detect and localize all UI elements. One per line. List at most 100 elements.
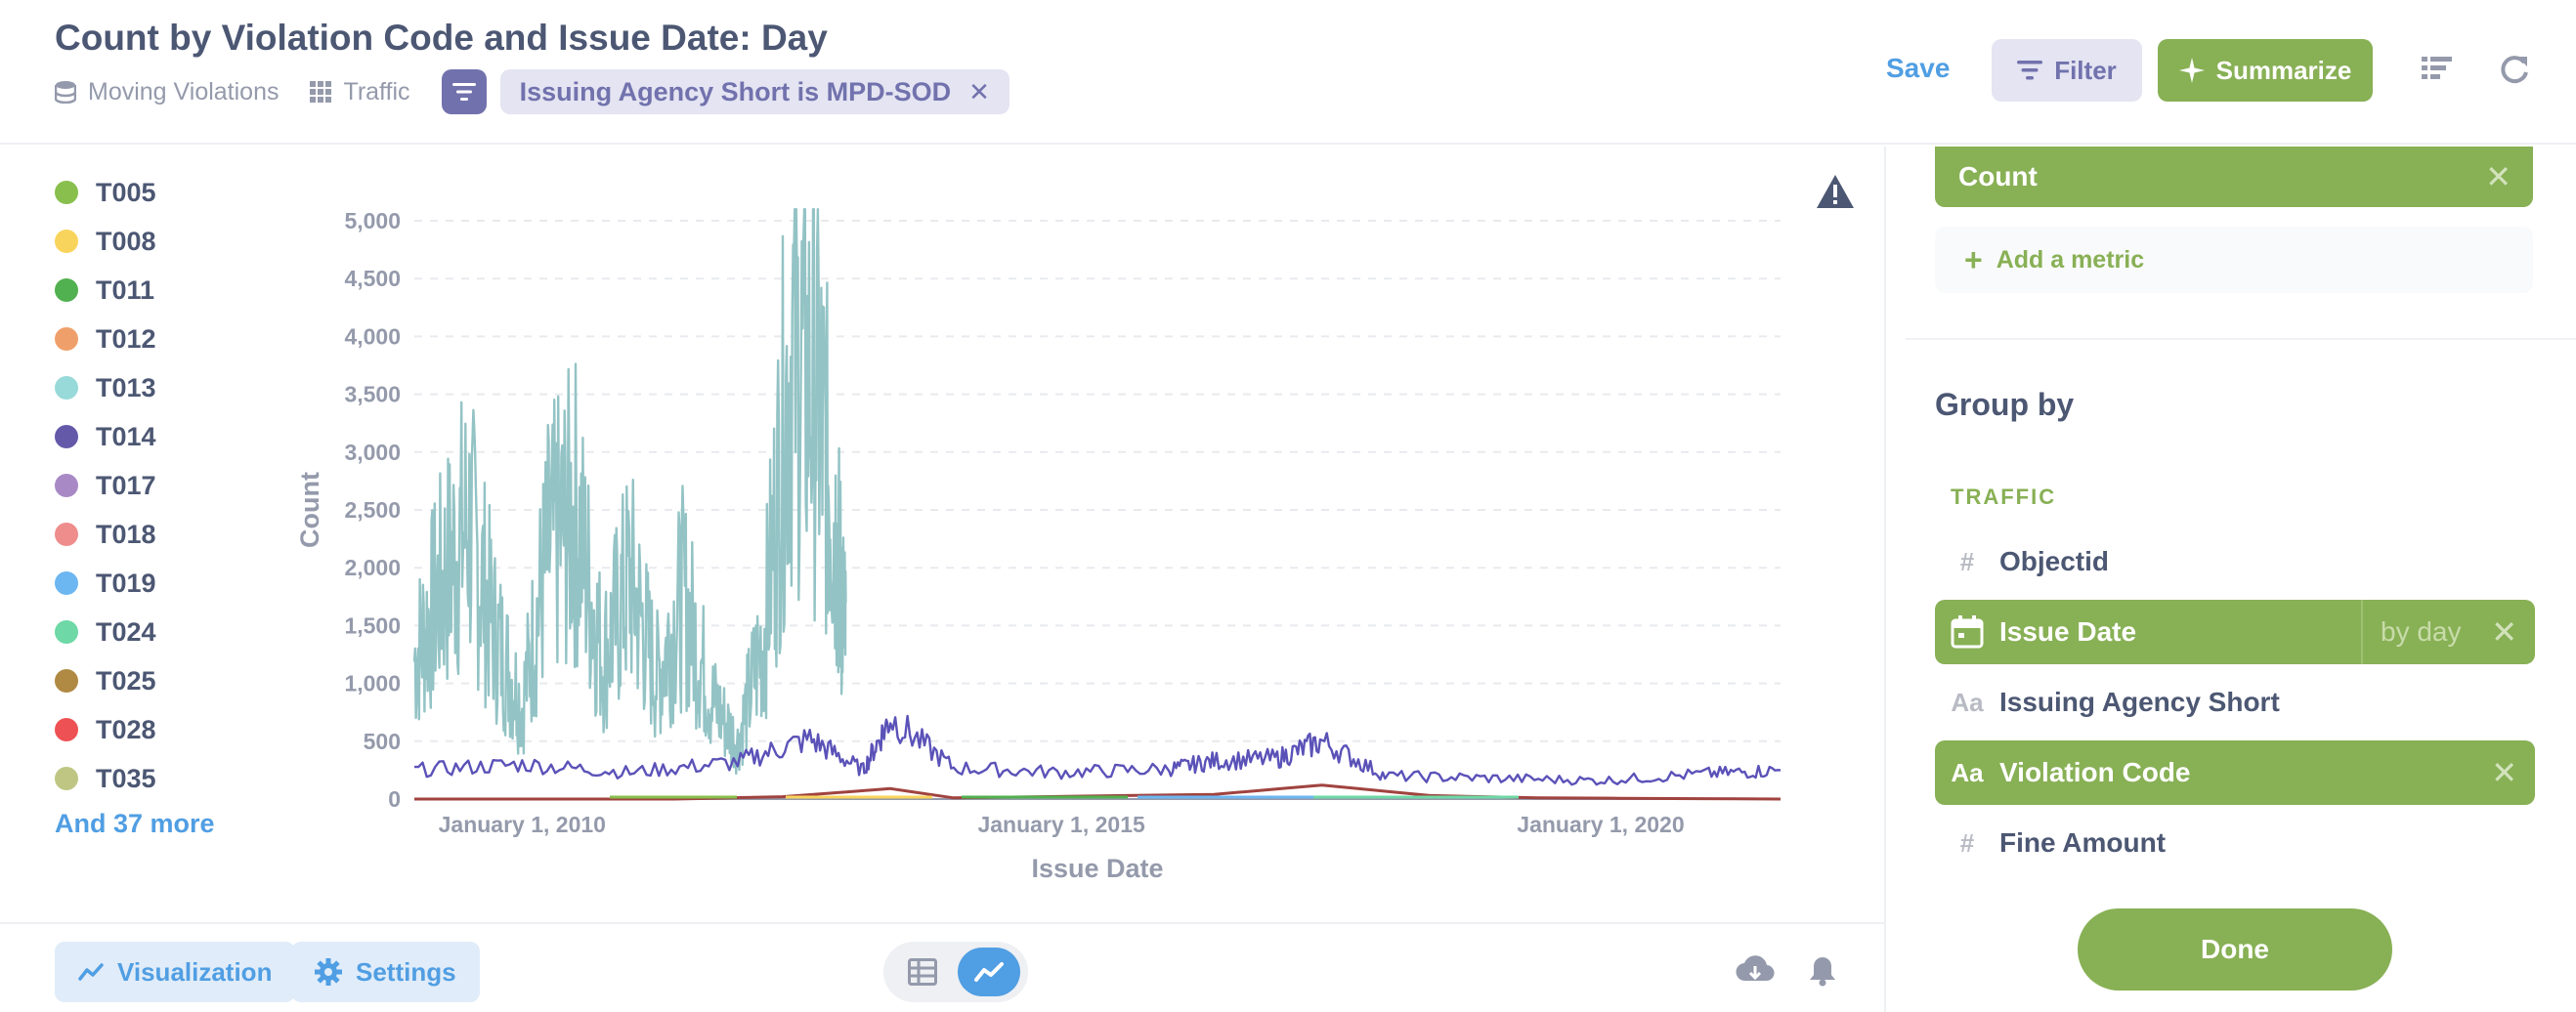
filter-button[interactable]: Filter [1992, 39, 2142, 102]
summarize-button[interactable]: Summarize [2158, 39, 2373, 102]
legend-label: T035 [96, 763, 156, 793]
download-icon[interactable] [1736, 955, 1775, 987]
filter-toggle-button[interactable] [441, 69, 487, 114]
settings-button[interactable]: Settings [291, 942, 480, 1002]
table-view-toggle[interactable] [891, 948, 954, 996]
view-toggle [883, 942, 1028, 1002]
close-icon[interactable]: ✕ [2491, 614, 2517, 650]
metric-label: Count [1958, 161, 2038, 191]
filter-icon [451, 83, 476, 101]
date-bucket-selector[interactable]: by day [2361, 600, 2462, 664]
legend-label: T024 [96, 616, 156, 647]
breadcrumb: Moving Violations Traffic Issuing Agency… [55, 68, 1009, 115]
legend-item[interactable]: T008 [55, 217, 215, 266]
legend-dot [55, 181, 78, 204]
database-icon [55, 81, 76, 104]
breadcrumb-database-label: Moving Violations [88, 77, 279, 105]
legend-item[interactable]: T013 [55, 363, 215, 412]
warning-icon[interactable] [1816, 174, 1855, 209]
x-tick-label: January 1, 2015 [977, 812, 1145, 837]
legend-label: T005 [96, 177, 156, 207]
dimension-label: Violation Code [1999, 757, 2191, 787]
visualization-button[interactable]: Visualization [55, 942, 296, 1002]
refresh-icon[interactable] [2498, 53, 2531, 86]
legend-dot [55, 278, 78, 302]
breadcrumb-table[interactable]: Traffic [310, 77, 410, 106]
legend-dot [55, 425, 78, 448]
x-tick-label: January 1, 2020 [1517, 812, 1684, 837]
metric-count-pill[interactable]: Count ✕ [1935, 147, 2533, 207]
y-tick-label: 1,500 [344, 612, 401, 638]
divider [1906, 338, 2576, 340]
legend-dot [55, 376, 78, 400]
y-tick-label: 4,500 [344, 266, 401, 291]
line-chart-icon [974, 962, 1004, 982]
y-tick-label: 0 [388, 786, 401, 812]
legend-dot [55, 327, 78, 351]
y-tick-label: 3,000 [344, 440, 401, 465]
y-tick-label: 2,000 [344, 555, 401, 580]
filter-pill[interactable]: Issuing Agency Short is MPD-SOD ✕ [499, 69, 1009, 114]
legend-item[interactable]: T018 [55, 510, 215, 559]
done-button[interactable]: Done [2078, 908, 2392, 991]
legend-label: T018 [96, 519, 156, 549]
legend-label: T019 [96, 568, 156, 598]
legend-item[interactable]: T019 [55, 559, 215, 608]
breadcrumb-database[interactable]: Moving Violations [55, 78, 279, 106]
legend-item[interactable]: T011 [55, 266, 215, 315]
legend-label: T011 [96, 274, 155, 305]
visualization-button-label: Visualization [117, 956, 273, 987]
page-title: Count by Violation Code and Issue Date: … [55, 18, 828, 58]
dimension-issuing-agency-short[interactable]: Aa Issuing Agency Short [1935, 670, 2535, 735]
close-icon[interactable]: ✕ [2491, 755, 2517, 790]
legend-item[interactable]: T017 [55, 461, 215, 510]
summarize-button-label: Summarize [2215, 55, 2352, 85]
legend-label: T012 [96, 323, 156, 354]
legend-more-link[interactable]: And 37 more [55, 809, 215, 838]
add-metric-button[interactable]: + Add a metric [1935, 227, 2533, 293]
legend-dot [55, 620, 78, 644]
legend-dot [55, 523, 78, 546]
legend-label: T014 [96, 421, 156, 451]
series-line-t013 [412, 207, 847, 776]
legend-dot [55, 669, 78, 693]
filter-button-label: Filter [2054, 55, 2117, 85]
legend-item[interactable]: T028 [55, 705, 215, 754]
chart-area: T005 T008 T011 T012 T013 T014 T017 T018 T019 T024… [0, 147, 1884, 922]
legend-dot [55, 474, 78, 497]
plus-icon: + [1964, 241, 1983, 277]
save-button[interactable]: Save [1886, 53, 1951, 83]
legend-label: T017 [96, 470, 156, 500]
breadcrumb-table-label: Traffic [343, 77, 410, 105]
table-section-label: TRAFFIC [1951, 485, 2057, 509]
dimension-label: Fine Amount [1999, 827, 2167, 858]
calendar-icon [1935, 615, 1999, 649]
legend-item[interactable]: T014 [55, 412, 215, 461]
legend-item[interactable]: T025 [55, 656, 215, 705]
bell-icon[interactable] [1808, 955, 1837, 987]
series-line-t014 [414, 714, 1782, 786]
dimension-objectid[interactable]: # Objectid [1935, 529, 2535, 594]
settings-button-label: Settings [356, 956, 456, 987]
legend-dot [55, 718, 78, 741]
view-list-icon[interactable] [2422, 53, 2453, 84]
legend-label: T025 [96, 665, 156, 696]
dimension-issue-date[interactable]: Issue Date by day ✕ [1935, 600, 2535, 664]
y-tick-label: 5,000 [344, 208, 401, 233]
line-chart[interactable]: 0 500 1,000 1,500 2,000 2,500 3,000 3,500 4,000 4… [283, 147, 1867, 908]
legend-item[interactable]: T005 [55, 168, 215, 217]
legend-item[interactable]: T035 [55, 754, 215, 803]
gear-icon [315, 958, 342, 986]
close-icon[interactable]: ✕ [2485, 159, 2512, 194]
close-icon[interactable]: ✕ [968, 76, 990, 106]
table-icon [908, 958, 937, 986]
add-metric-label: Add a metric [1996, 245, 2145, 274]
x-tick-label: January 1, 2010 [439, 812, 606, 837]
legend-item[interactable]: T012 [55, 315, 215, 363]
dimension-fine-amount[interactable]: # Fine Amount [1935, 811, 2535, 875]
table-grid-icon [310, 81, 332, 103]
legend-item[interactable]: T024 [55, 608, 215, 656]
chart-view-toggle[interactable] [958, 948, 1020, 996]
dimension-violation-code[interactable]: Aa Violation Code ✕ [1935, 740, 2535, 805]
summarize-sidebar: Count ✕ + Add a metric Group by TRAFFIC … [1884, 147, 2576, 1012]
